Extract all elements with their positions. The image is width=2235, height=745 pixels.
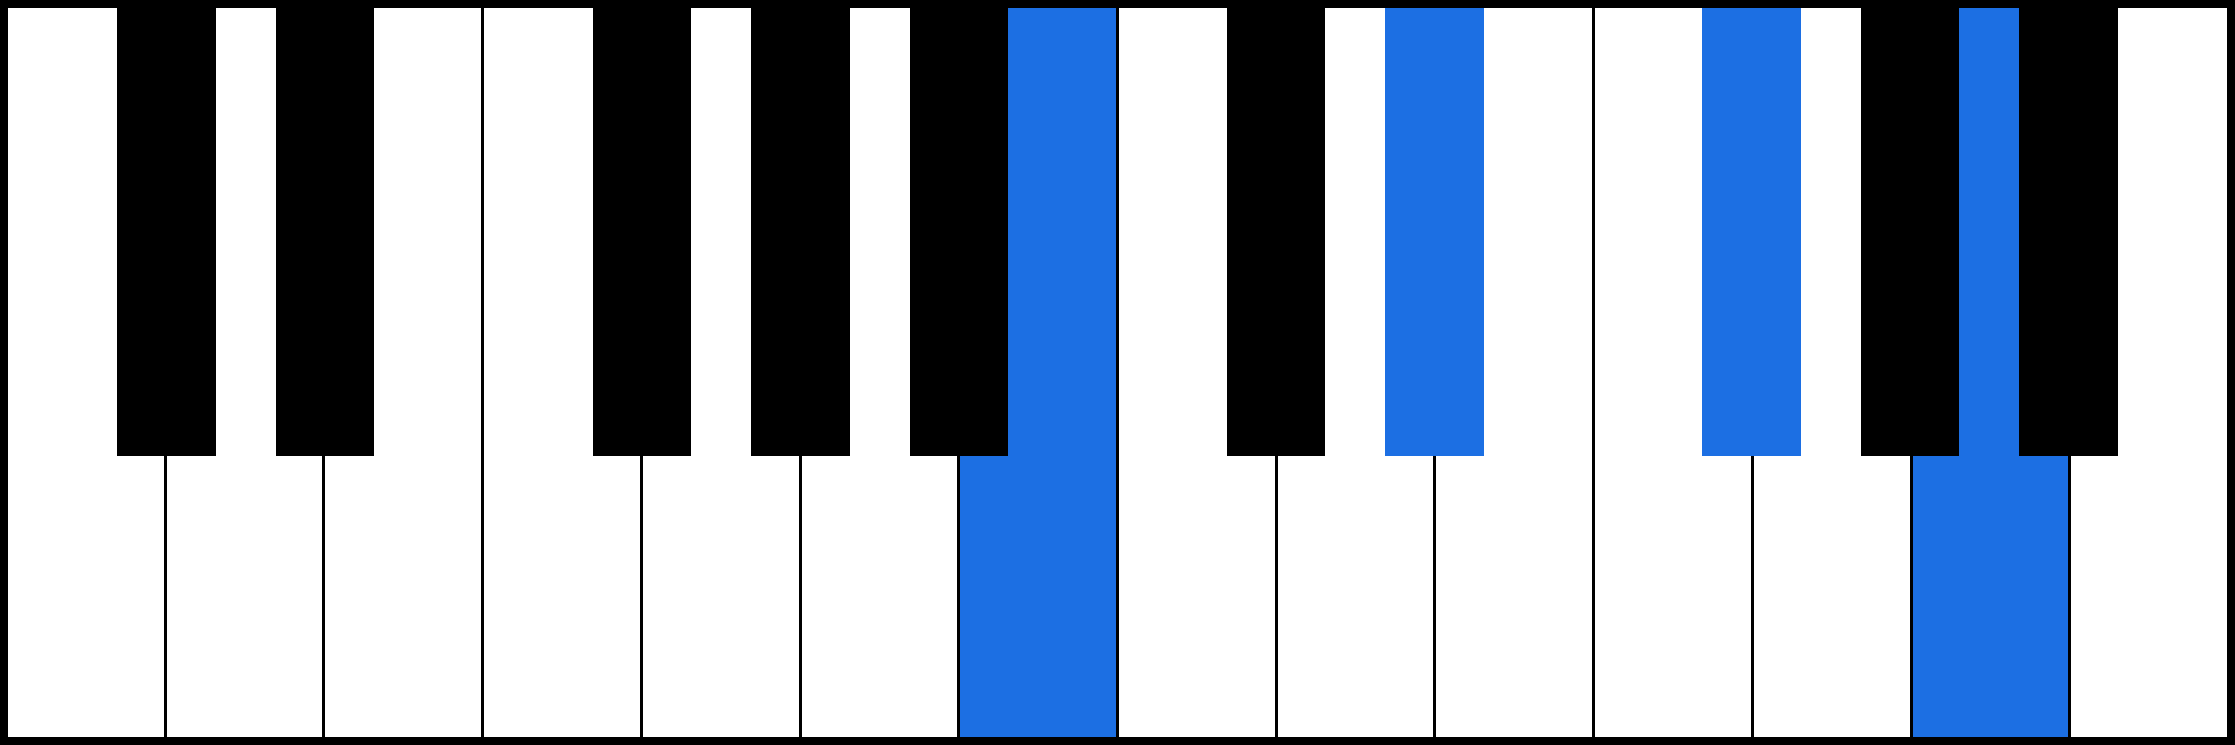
black-key-Dsharp2 (1385, 8, 1483, 456)
black-key-Gsharp1 (751, 8, 849, 456)
black-key-Gsharp2 (1861, 8, 1959, 456)
black-key-Dsharp1 (276, 8, 374, 456)
black-key-Fsharp2 (1702, 8, 1800, 456)
piano-keyboard (0, 0, 2235, 745)
black-key-Asharp1 (910, 8, 1008, 456)
black-key-Fsharp1 (593, 8, 691, 456)
black-key-Csharp2 (1227, 8, 1325, 456)
black-key-Csharp1 (117, 8, 215, 456)
black-key-Asharp2 (2019, 8, 2117, 456)
